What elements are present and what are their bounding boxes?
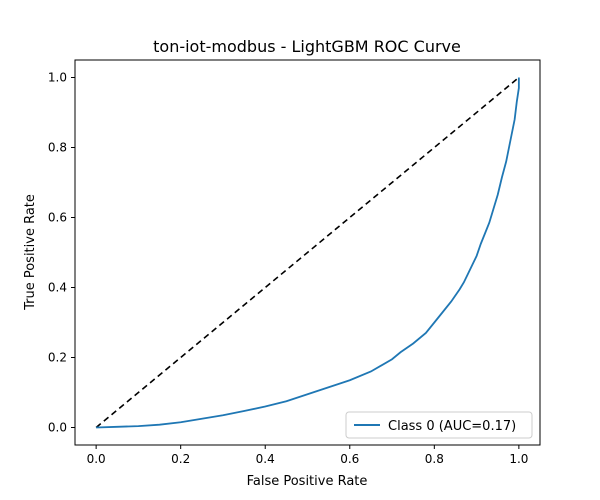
y-tick-label: 0.2 [48, 351, 67, 365]
y-tick-label: 1.0 [48, 71, 67, 85]
x-tick-label: 0.6 [340, 452, 359, 466]
y-axis-ticks: 0.0 0.2 0.4 0.6 0.8 1.0 [48, 71, 75, 435]
plot-frame [74, 59, 541, 446]
x-axis-label: False Positive Rate [247, 474, 368, 489]
x-tick-label: 0.4 [256, 452, 275, 466]
y-tick-label: 0.4 [48, 281, 67, 295]
y-tick-label: 0.6 [48, 211, 67, 225]
series-layer [95, 76, 520, 429]
legend-box [345, 411, 533, 439]
chart-title: ton-iot-modbus - LightGBM ROC Curve [153, 37, 461, 56]
x-tick-label: 0.2 [171, 452, 190, 466]
x-tick-label: 0.8 [425, 452, 444, 466]
x-tick-label: 0.0 [87, 452, 106, 466]
roc-curve-class-0 [96, 77, 520, 429]
x-tick-label: 1.0 [509, 452, 528, 466]
legend: Class 0 (AUC=0.17) [345, 411, 533, 439]
y-tick-label: 0.0 [48, 421, 67, 435]
legend-label-class-0: Class 0 (AUC=0.17) [388, 419, 516, 434]
x-axis-ticks: 0.0 0.2 0.4 0.6 0.8 1.0 [87, 445, 528, 466]
chance-diagonal-line [95, 76, 520, 429]
y-tick-label: 0.8 [48, 141, 67, 155]
y-axis-label: True Positive Rate [23, 194, 38, 311]
